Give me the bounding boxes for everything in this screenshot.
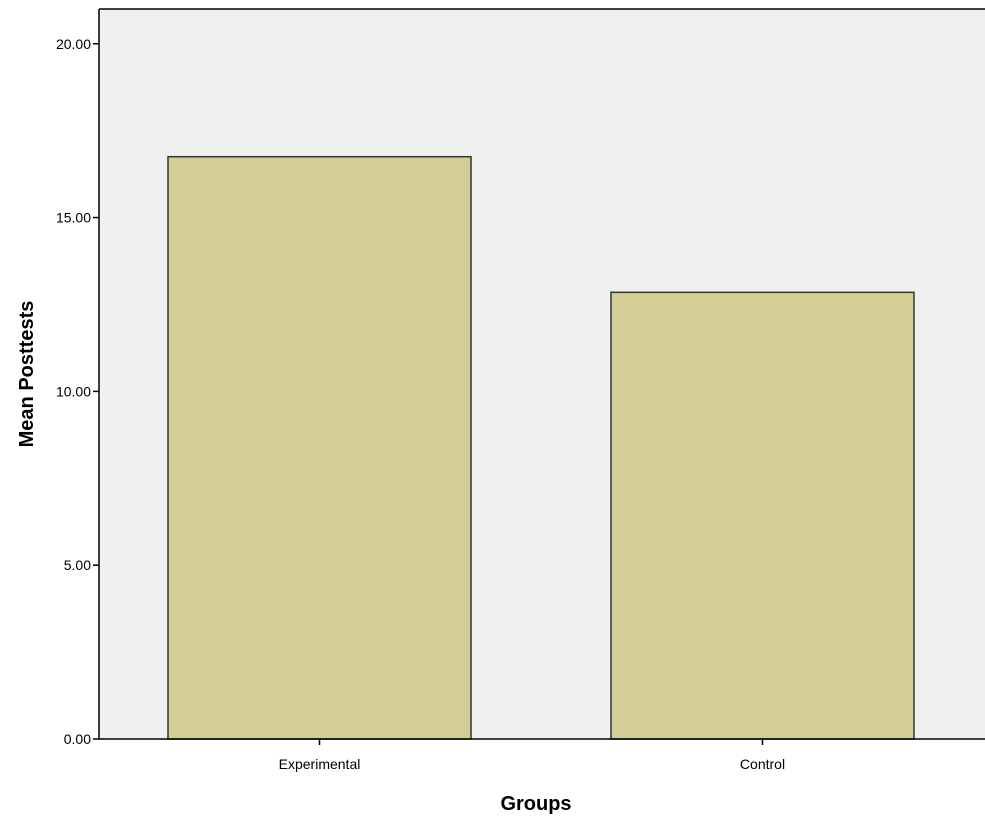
x-axis-ticks: Experimental Control [279,739,785,772]
y-tick-label: 10.00 [56,383,91,399]
y-tick-label: 15.00 [56,210,91,226]
bar-control [610,291,915,740]
x-tick-label: Control [740,756,785,772]
y-tick-label: 0.00 [64,731,91,747]
y-tick-label: 20.00 [56,36,91,52]
y-axis-title: Mean Posttests [16,301,38,448]
bar-experimental [167,155,472,740]
axes [98,8,985,740]
bars [167,155,915,740]
x-axis-title: Groups [500,793,571,815]
x-tick-label: Experimental [279,756,361,772]
y-tick-label: 5.00 [64,557,91,573]
y-axis-ticks: 0.00 5.00 10.00 15.00 20.00 [56,36,99,747]
